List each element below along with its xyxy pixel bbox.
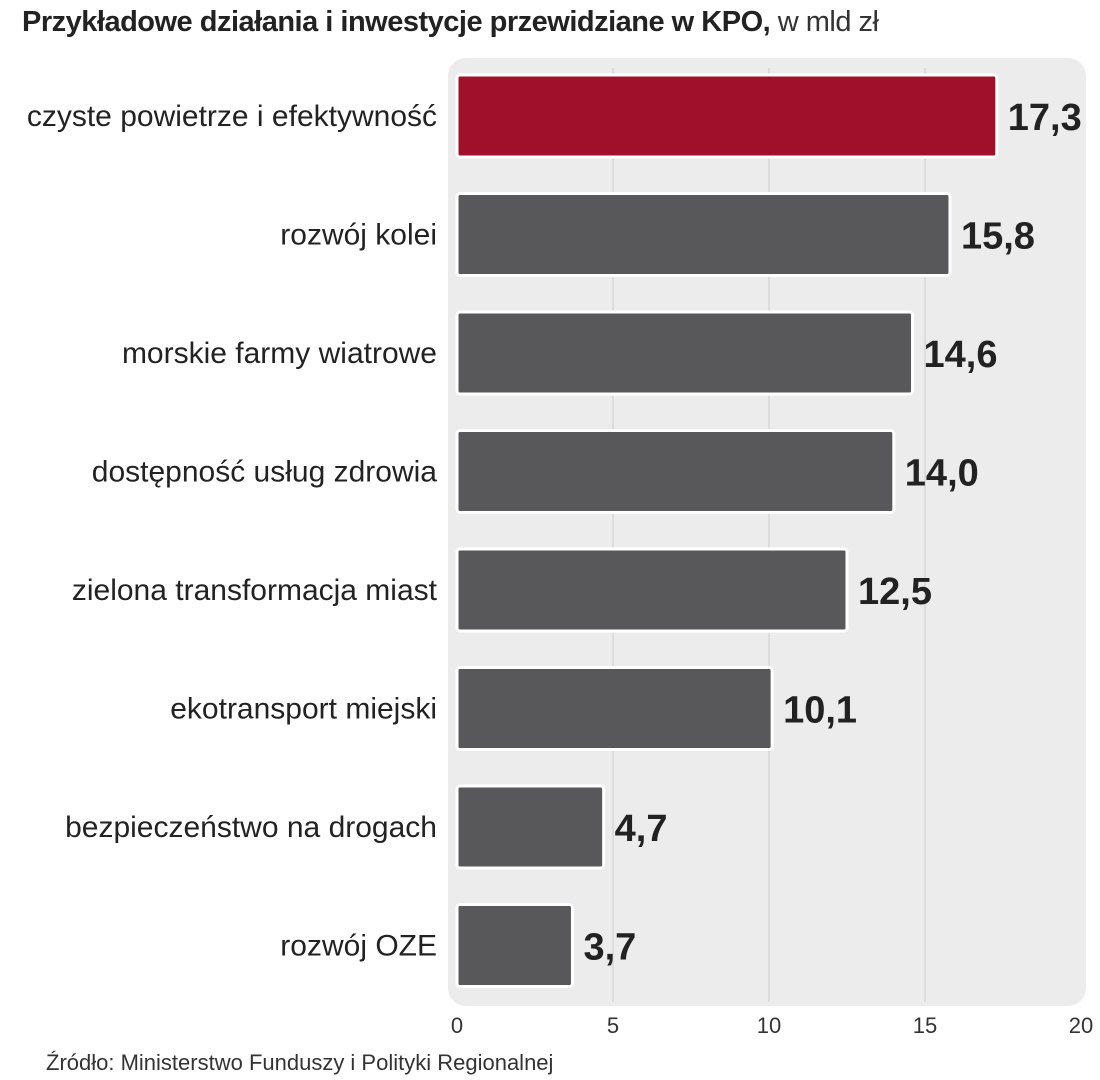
chart-title: Przykładowe działania i inwestycje przew…: [22, 4, 879, 40]
value-label: 12,5: [858, 571, 932, 613]
x-tick-label: 15: [913, 1013, 937, 1038]
value-label: 14,0: [905, 453, 979, 495]
category-label: rozwój OZE: [280, 930, 437, 963]
category-label: zielona transformacja miast: [72, 574, 438, 607]
x-tick-label: 10: [757, 1013, 781, 1038]
bar: [455, 666, 774, 751]
value-label: 14,6: [924, 334, 998, 376]
value-label: 3,7: [583, 927, 636, 969]
x-tick-label: 5: [607, 1013, 619, 1038]
x-tick-label: 0: [451, 1013, 463, 1038]
category-label: dostępność usług zdrowia: [92, 456, 438, 489]
value-label: 15,8: [961, 216, 1035, 258]
chart-title-text: Przykładowe działania i inwestycje przew…: [22, 6, 771, 38]
bar: [455, 429, 896, 514]
bar: [455, 73, 999, 159]
bar: [455, 547, 849, 633]
bar: [455, 192, 952, 277]
value-label: 10,1: [783, 690, 857, 732]
plot-background: [448, 58, 1086, 1006]
source-note: Źródło: Ministerstwo Funduszy i Polityki…: [46, 1050, 554, 1075]
value-label: 4,7: [615, 808, 668, 850]
category-label: ekotransport miejski: [170, 693, 437, 726]
category-label: rozwój kolei: [280, 219, 437, 252]
category-label: bezpieczeństwo na drogach: [65, 811, 437, 844]
category-label: czyste powietrze i efektywność: [27, 100, 437, 133]
bar: [455, 310, 915, 396]
value-label: 17,3: [1008, 97, 1082, 139]
x-tick-label: 20: [1069, 1013, 1093, 1038]
bar: [455, 784, 606, 870]
bar: [455, 903, 574, 988]
category-label: morskie farmy wiatrowe: [122, 337, 437, 370]
chart-unit: w mld zł: [770, 6, 879, 38]
